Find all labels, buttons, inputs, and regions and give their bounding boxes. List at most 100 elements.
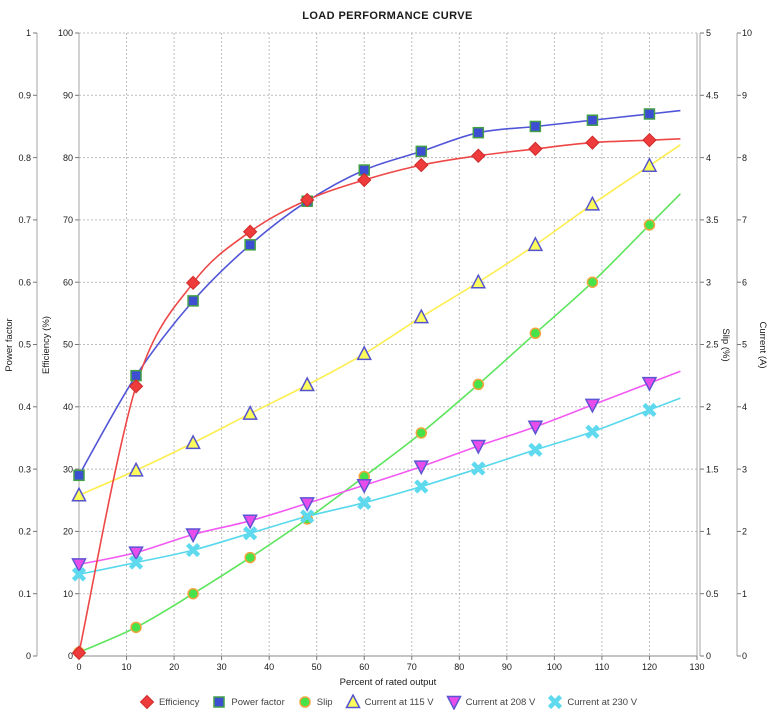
data-point-current-at-230-v: [471, 461, 486, 476]
tick-label: 0.5: [18, 340, 31, 350]
data-point-power-factor: [73, 469, 85, 482]
tick-label: 30: [217, 662, 227, 672]
tick-label: 0.9: [18, 91, 31, 101]
legend-item-current-at-115-v: Current at 115 V: [344, 694, 434, 710]
tick-label: 40: [63, 402, 73, 412]
data-point-current-at-230-v: [357, 495, 372, 510]
data-point-slip: [643, 219, 656, 231]
tick-label: 130: [689, 662, 704, 672]
data-point-current-at-115-v: [71, 486, 87, 502]
tick-label: 40: [264, 662, 274, 672]
tick-label: 80: [63, 153, 73, 163]
tick-label: 70: [63, 215, 73, 225]
tick-label: 0.6: [18, 277, 31, 287]
tick-label: 70: [407, 662, 417, 672]
tick-label: 10: [742, 28, 752, 38]
axis-title-power_factor: Power factor: [4, 318, 15, 371]
data-point-efficiency: [642, 132, 657, 148]
tick-label: 90: [63, 91, 73, 101]
data-point-current-at-115-v: [128, 461, 144, 477]
data-point-current-at-208-v: [71, 558, 87, 574]
legend-item-current-at-208-v: Current at 208 V: [445, 694, 535, 710]
data-point-slip: [415, 427, 428, 439]
chart-legend: Efficiency Power factor Slip Current at 115…: [0, 694, 775, 710]
diamond-icon: [139, 694, 155, 710]
tick-label: 3: [742, 464, 747, 474]
series-line-power-factor: [78, 109, 681, 476]
tick-label: 0.2: [18, 527, 31, 537]
legend-item-slip: Slip: [296, 694, 333, 710]
data-point-efficiency: [471, 148, 486, 163]
tick-label: 10: [63, 589, 73, 599]
tick-label: 9: [742, 91, 747, 101]
data-point-current-at-208-v: [641, 376, 658, 392]
tick-label: 0.4: [18, 402, 31, 412]
axis-slip: 0 0.5 1 1.5 2 2.5 3 3.5 4 4.5 5 Slip (%): [699, 28, 731, 661]
data-point-slip: [586, 276, 599, 288]
tick-label: 2: [706, 402, 711, 412]
data-point-current-at-115-v: [641, 157, 658, 172]
data-point-current-at-230-v: [300, 509, 315, 524]
triangle-down-icon: [445, 695, 462, 710]
data-point-current-at-208-v: [584, 398, 601, 414]
tick-label: 20: [63, 527, 73, 537]
tick-label: 6: [742, 277, 747, 287]
legend-marker-current-at-208-v: [445, 695, 462, 710]
tick-label: 0.7: [18, 215, 31, 225]
series-plot: [71, 108, 681, 660]
data-point-efficiency: [242, 224, 258, 239]
tick-label: 60: [63, 277, 73, 287]
data-point-current-at-208-v: [470, 439, 487, 455]
data-point-slip: [529, 327, 542, 340]
gridlines: [79, 32, 698, 656]
data-point-current-at-230-v: [128, 555, 144, 570]
tick-label: 5: [742, 340, 747, 350]
legend-label: Efficiency: [158, 696, 200, 708]
tick-label: 0.1: [18, 589, 31, 599]
data-point-power-factor: [643, 108, 656, 120]
data-point-current-at-115-v: [413, 308, 430, 324]
tick-label: 2: [742, 527, 747, 537]
data-point-current-at-208-v: [413, 460, 430, 476]
legend-marker-current-at-230-v: [548, 694, 563, 710]
tick-label: 3: [706, 277, 711, 287]
triangle-up-icon: [344, 694, 361, 709]
legend-label: Current at 230 V: [567, 696, 638, 708]
tick-label: 20: [169, 662, 179, 672]
tick-label: 1: [706, 527, 711, 537]
data-point-current-at-115-v: [185, 434, 201, 450]
data-point-current-at-208-v: [356, 479, 372, 494]
data-point-power-factor: [415, 145, 428, 158]
tick-label: 5: [706, 28, 711, 38]
legend-label: Slip: [316, 696, 333, 708]
data-point-efficiency: [71, 645, 87, 660]
legend-marker-power-factor: [213, 696, 226, 708]
data-point-current-at-230-v: [414, 479, 429, 494]
tick-label: 50: [63, 340, 73, 350]
data-point-current-at-208-v: [299, 497, 315, 512]
tick-label: 0: [76, 662, 81, 672]
data-point-current-at-208-v: [128, 546, 144, 562]
legend-label: Power factor: [231, 696, 285, 708]
data-point-current-at-230-v: [243, 526, 258, 541]
data-point-current-at-115-v: [242, 405, 258, 420]
tick-label: 2.5: [706, 340, 719, 350]
tick-label: 50: [312, 662, 322, 672]
data-point-power-factor: [244, 239, 256, 251]
tick-label: 8: [742, 153, 747, 163]
tick-label: 1.5: [706, 464, 719, 474]
legend-item-current-at-230-v: Current at 230 V: [546, 694, 637, 710]
axis-x: 0 10 20 30 40 50 60 70 80 90 100 110 120 130 Percent o…: [76, 655, 705, 688]
tick-label: 100: [58, 28, 73, 38]
tick-label: 100: [547, 662, 562, 672]
data-point-power-factor: [187, 295, 199, 307]
data-point-current-at-115-v: [527, 236, 544, 252]
data-point-slip: [472, 378, 485, 391]
data-point-current-at-115-v: [356, 345, 372, 361]
tick-label: 0: [68, 651, 73, 661]
axis-title-x: Percent of rated output: [340, 677, 437, 688]
tick-label: 110: [595, 662, 609, 672]
axis-efficiency: 0 10 20 30 40 50 60 70 80 90 100 Efficiency (%): [41, 28, 80, 661]
tick-label: 0.5: [706, 589, 719, 599]
